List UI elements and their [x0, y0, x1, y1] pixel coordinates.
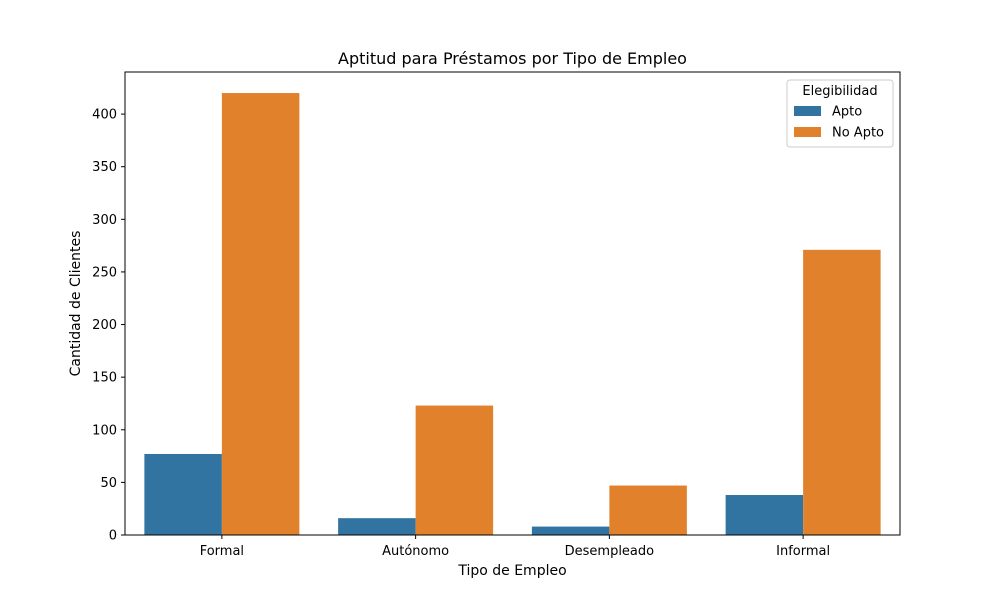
y-axis: 0 50 100 150 200 250 300 350 400: [92, 108, 125, 544]
y-tick-label: 150: [92, 371, 117, 386]
y-tick-label: 400: [92, 108, 117, 123]
bar-apto-2: [531, 526, 610, 535]
plot-frame: [124, 71, 901, 536]
y-tick-label: 50: [100, 476, 117, 491]
bar-apto-0: [144, 453, 222, 535]
y-tick-label: 350: [92, 160, 117, 175]
y-axis-label: Cantidad de Clientes: [68, 231, 84, 377]
y-tick-label: 250: [92, 265, 117, 280]
chart-title: Aptitud para Préstamos por Tipo de Emple…: [338, 49, 687, 68]
legend-items: Apto No Apto: [794, 105, 884, 141]
bar-no-apto-0: [221, 93, 300, 535]
x-tick-label: Formal: [200, 544, 244, 559]
x-tick-label: Desempleado: [565, 544, 655, 559]
y-tick-label: 0: [109, 529, 117, 544]
y-tick-label: 300: [92, 213, 117, 228]
bar-no-apto-3: [803, 249, 881, 535]
bar-apto-1: [338, 518, 416, 535]
y-tick-label: 200: [92, 318, 117, 333]
legend-swatch: [794, 106, 821, 116]
legend-swatch: [794, 127, 821, 137]
x-tick-label: Informal: [776, 544, 830, 559]
bar-apto-3: [725, 495, 804, 535]
legend-label: Apto: [832, 105, 862, 120]
bars-group: [144, 93, 881, 535]
legend-label: No Apto: [832, 126, 884, 141]
y-tick-label: 100: [92, 423, 117, 438]
legend-title: Elegibilidad: [802, 84, 877, 99]
bar-no-apto-2: [609, 485, 687, 535]
x-axis-label: Tipo de Empleo: [457, 563, 566, 579]
legend: Elegibilidad Apto No Apto: [786, 79, 894, 148]
bar-no-apto-1: [415, 405, 494, 535]
x-tick-label: Autónomo: [382, 544, 449, 559]
x-axis: Formal Autónomo Desempleado Informal: [200, 535, 830, 559]
